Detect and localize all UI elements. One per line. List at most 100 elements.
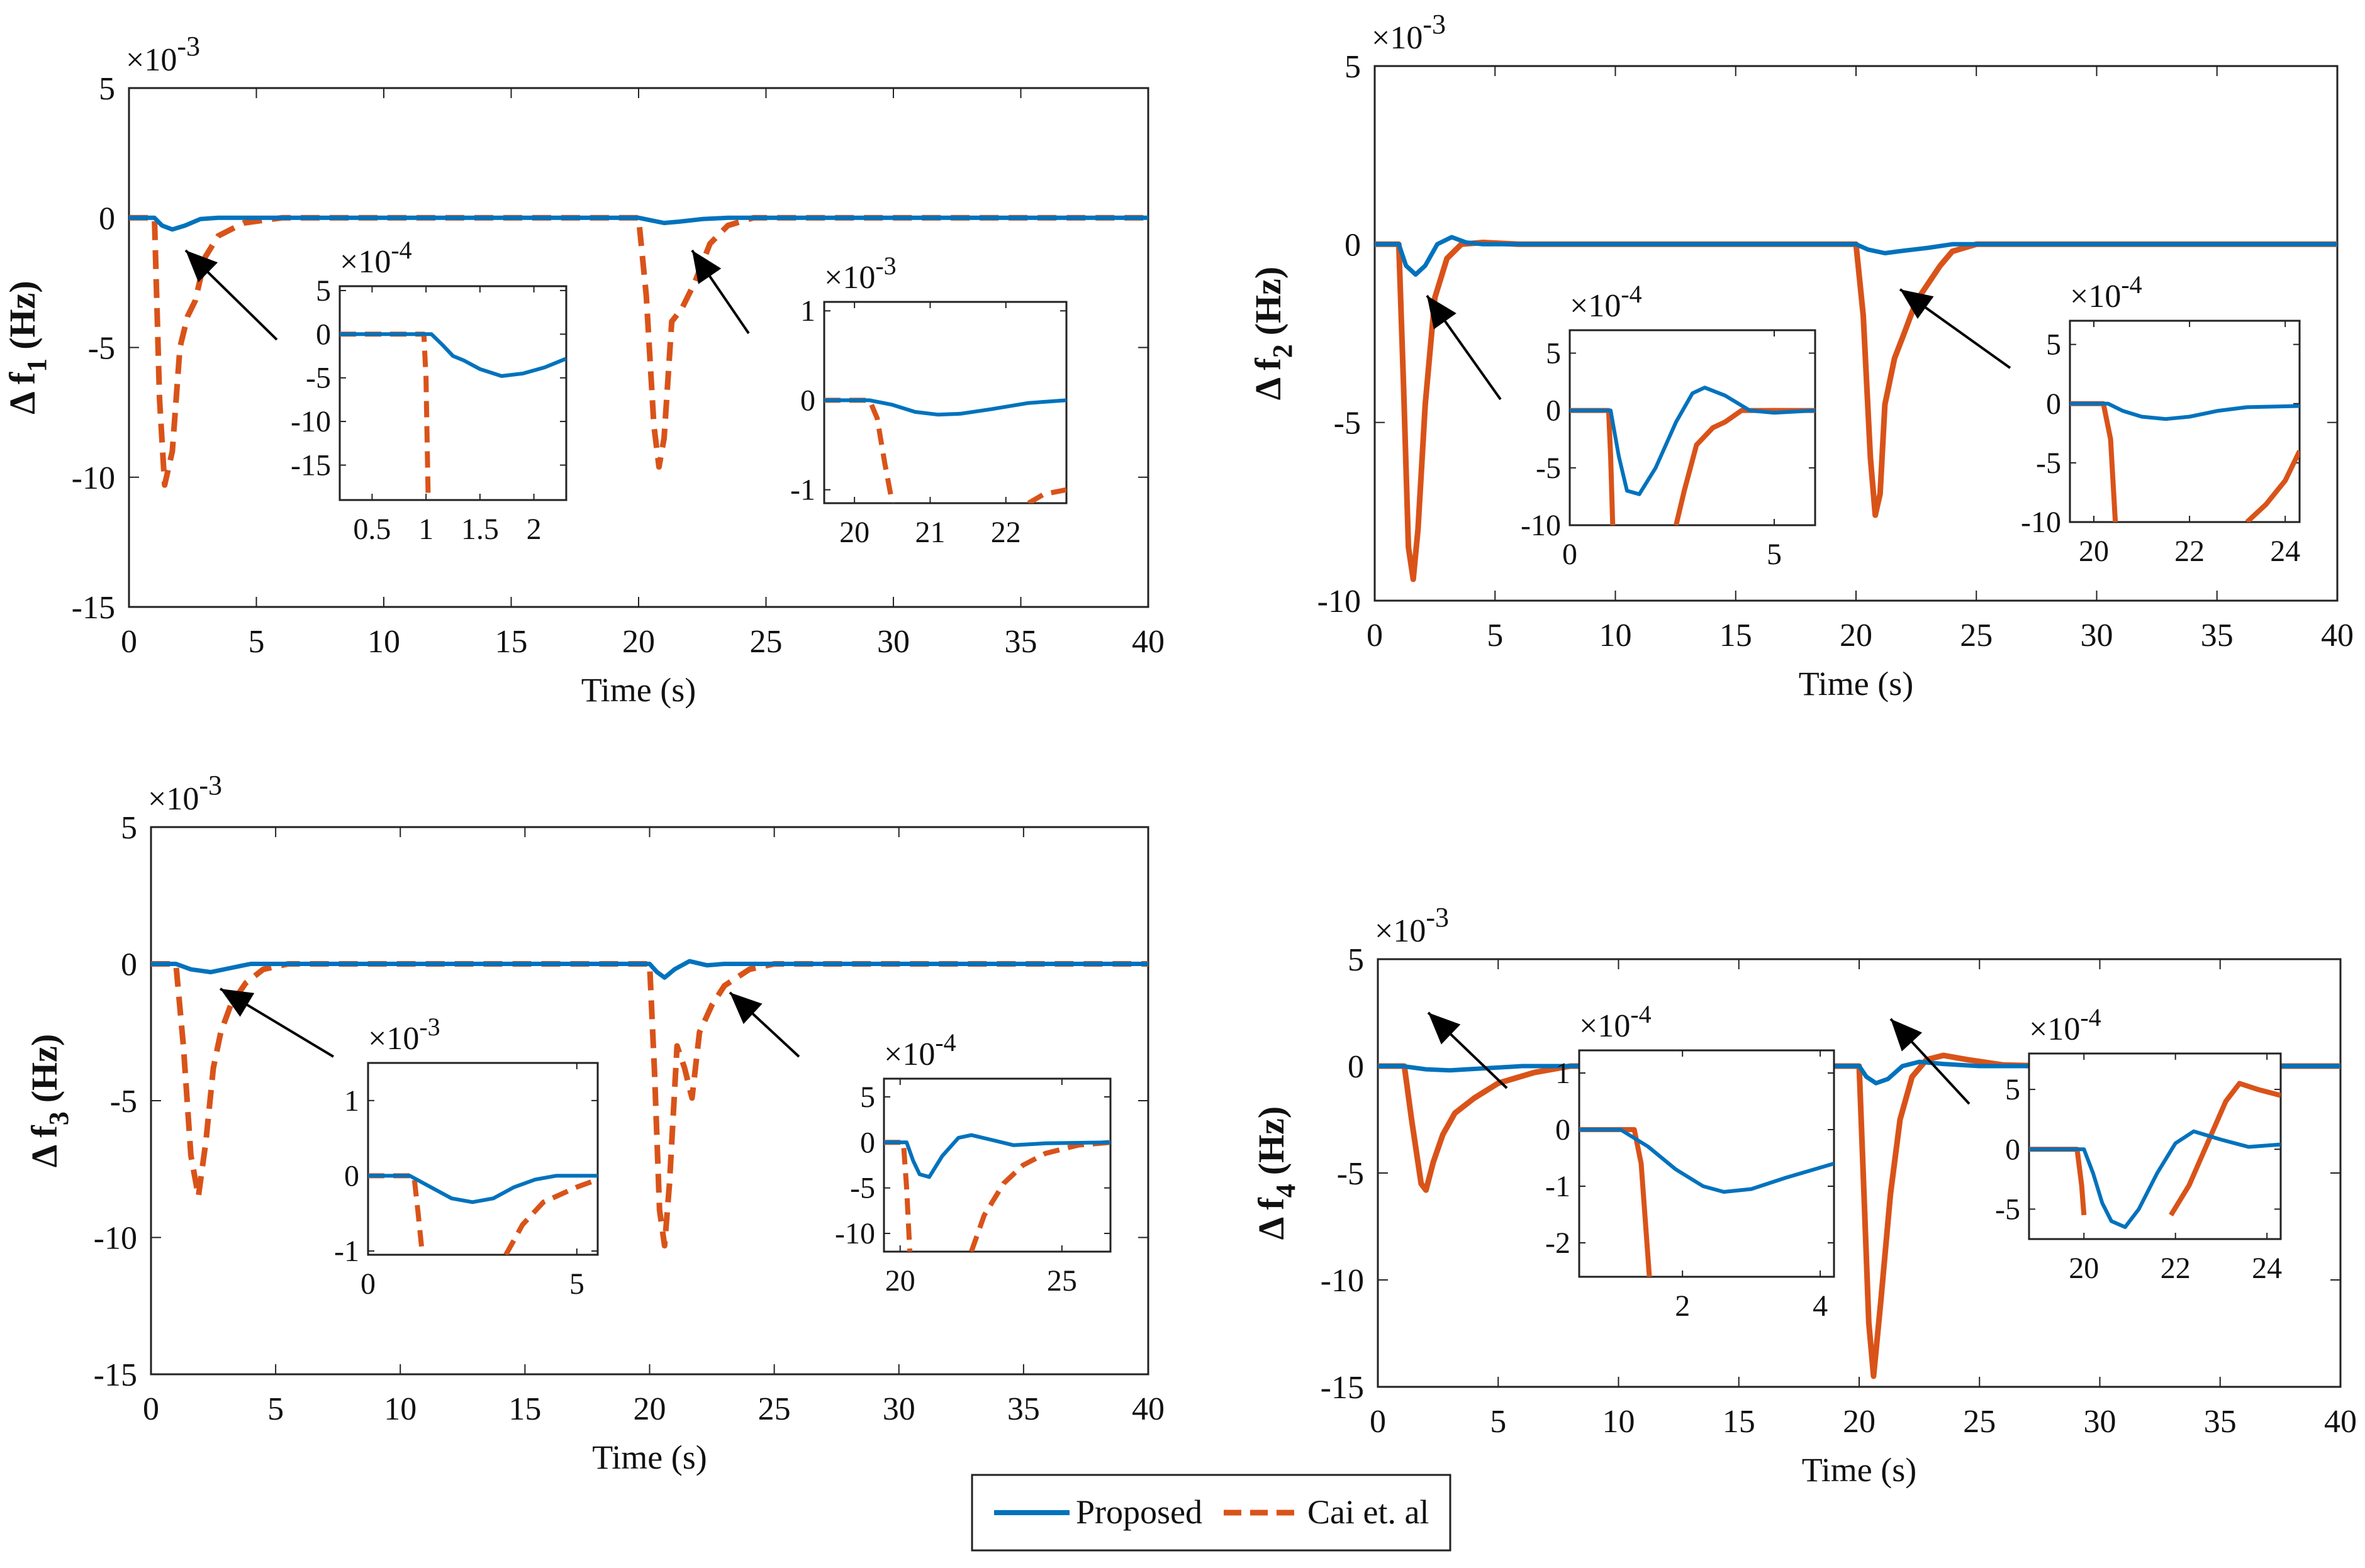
x-tick-label: 30 <box>2081 618 2113 653</box>
axis-exponent-label: ×10-4 <box>884 1028 956 1072</box>
y-tick-label: 0 <box>2005 1133 2020 1166</box>
x-tick-label: 25 <box>1963 1404 1996 1440</box>
y-tick-label: 5 <box>121 810 137 846</box>
annotation-arrow-head <box>1900 289 1934 319</box>
inset-series-line-proposed <box>824 398 1066 417</box>
inset-series-group <box>368 1173 598 1255</box>
annotation-arrow-head <box>220 989 255 1017</box>
x-tick-label: 25 <box>758 1391 791 1427</box>
inset-series-group <box>340 331 566 500</box>
x-tick-label: 20 <box>2079 535 2109 568</box>
axis-exponent-base: ×10 <box>1375 913 1426 949</box>
y-tick-label: 5 <box>2005 1073 2020 1106</box>
inset-series-line-proposed <box>368 1174 598 1204</box>
y-tick-label: -5 <box>1995 1193 2020 1226</box>
x-tick-label: 0 <box>121 624 137 660</box>
inset-series-group <box>2070 401 2300 522</box>
x-tick-label: 10 <box>384 1391 417 1427</box>
x-tick-label: 10 <box>1602 1404 1635 1440</box>
x-tick-label: 5 <box>249 624 265 660</box>
y-tick-label: -10 <box>2021 506 2061 539</box>
annotation-arrow-head <box>1891 1019 1923 1052</box>
inset-series-line-cai <box>503 1177 598 1255</box>
inset-2: 20 21 22 1 0 -1 ×10-3 <box>790 252 1068 549</box>
x-tick-label: 5 <box>267 1391 284 1427</box>
inset-2: 20 22 24 5 0 -5 -10 ×10-4 <box>2021 270 2301 568</box>
y-tick-label: 1 <box>344 1084 359 1118</box>
annotation-arrow-head <box>186 250 218 282</box>
x-axis-label: Time (s) <box>592 1438 707 1476</box>
x-tick-label: 2 <box>527 513 542 546</box>
y-tick-label: -10 <box>291 405 331 438</box>
inset-series-group <box>884 1133 1110 1252</box>
axis-exponent-power: -3 <box>1423 9 1446 40</box>
y-tick-label: 0 <box>1546 394 1561 428</box>
axis-exponent-power: -4 <box>2121 270 2142 299</box>
y-tick-label: 5 <box>2046 328 2061 362</box>
y-tick-label: -10 <box>835 1217 875 1250</box>
x-tick-label: 22 <box>2161 1252 2191 1285</box>
inset-axes-box <box>338 285 567 501</box>
inset-axes-box <box>883 1077 1112 1253</box>
x-axis-label: Time (s) <box>1799 665 1914 703</box>
x-tick-label: 5 <box>1767 538 1782 571</box>
series-group <box>1375 235 2337 582</box>
x-tick-label: 20 <box>622 624 655 660</box>
axis-exponent-power: -4 <box>1621 280 1641 308</box>
x-tick-label: 35 <box>2204 1404 2237 1440</box>
inset-axes-box <box>367 1062 599 1256</box>
x-tick-label: 24 <box>2270 535 2300 568</box>
x-axis-label: Time (s) <box>581 671 696 709</box>
y-tick-label: 0 <box>2046 387 2061 421</box>
inset-series-group <box>1570 386 1815 525</box>
annotation-arrow-head <box>1428 1013 1461 1045</box>
x-tick-label: 35 <box>1007 1391 1040 1427</box>
y-tick-label: 5 <box>99 71 115 107</box>
axis-exponent-label: ×10-4 <box>1579 1000 1652 1044</box>
x-tick-label: 35 <box>2201 618 2234 653</box>
axis-exponent-power: -3 <box>1426 902 1449 933</box>
axis-exponent-base: ×10 <box>1372 20 1423 56</box>
y-axis-label-symbol: Δ f <box>24 1125 65 1168</box>
x-tick-label: 40 <box>1132 624 1165 660</box>
x-tick-label: 15 <box>1723 1404 1755 1440</box>
x-tick-label: 22 <box>991 516 1021 549</box>
x-tick-label: 25 <box>1960 618 1993 653</box>
x-tick-label: 4 <box>1813 1289 1828 1323</box>
y-tick-label: 5 <box>1546 336 1561 370</box>
axis-exponent-label: ×10-4 <box>2029 1003 2101 1047</box>
y-tick-label: 5 <box>1345 49 1361 85</box>
axis-exponent-power: -3 <box>199 770 222 801</box>
axis-exponent-label: ×10-3 <box>824 252 897 296</box>
y-tick-label: -2 <box>1545 1226 1570 1260</box>
y-axis-label-symbol: Δ f <box>1251 1198 1292 1240</box>
x-tick-label: 24 <box>2252 1252 2282 1285</box>
y-tick-label: 0 <box>1555 1113 1570 1147</box>
y-tick-label: 0 <box>860 1126 875 1159</box>
legend-label-proposed: Proposed <box>1076 1493 1202 1531</box>
series-group <box>1378 1052 2340 1379</box>
x-tick-label: 0 <box>1562 538 1577 571</box>
inset-series-line-cai <box>2169 1081 2281 1216</box>
inset-2: 20 22 24 5 0 -5 ×10-4 <box>1995 1003 2282 1285</box>
inset-2: 20 25 5 0 -5 -10 ×10-4 <box>835 1028 1112 1298</box>
inset-1: 2 4 1 0 -1 -2 ×10-4 <box>1545 1000 1835 1323</box>
y-axis-label-symbol: Δ f <box>2 372 43 414</box>
y-tick-label: -15 <box>72 590 115 626</box>
x-tick-label: 15 <box>508 1391 541 1427</box>
annotation-arrow-head <box>730 993 763 1025</box>
x-tick-label: 20 <box>1843 1404 1876 1440</box>
inset-series-group <box>2029 1081 2281 1229</box>
x-tick-label: 0 <box>361 1267 376 1301</box>
annotation-arrow-head <box>692 250 722 284</box>
inset-axes-box <box>2069 320 2301 523</box>
x-tick-label: 0 <box>143 1391 159 1427</box>
axis-exponent-base: ×10 <box>1579 1008 1630 1044</box>
x-tick-label: 5 <box>1487 618 1503 653</box>
axis-exponent-base: ×10 <box>1570 288 1621 324</box>
x-tick-label: 20 <box>634 1391 666 1427</box>
series-line-cai <box>1375 240 2337 582</box>
